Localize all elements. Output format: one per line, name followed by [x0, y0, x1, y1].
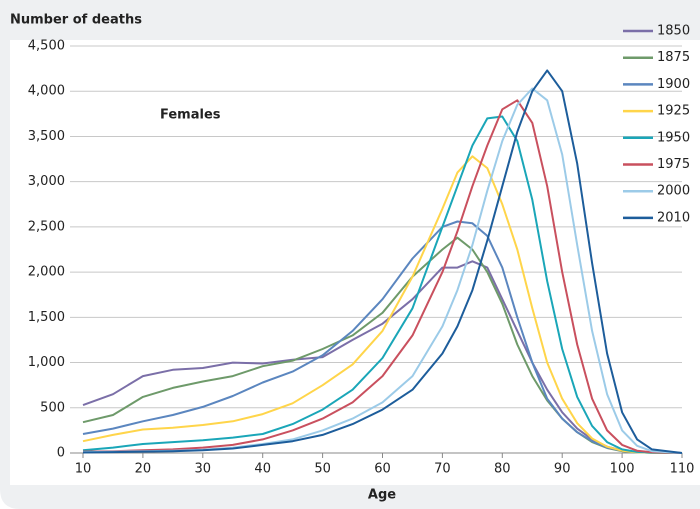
y-tick-label: 3,000	[28, 174, 65, 189]
y-tick-label: 2,500	[28, 219, 65, 234]
series-line	[82, 69, 683, 454]
legend-label: 1975	[657, 157, 690, 172]
series-line	[82, 220, 683, 454]
annotation: Females	[160, 108, 221, 123]
x-tick-label: 110	[670, 462, 695, 477]
y-tick-label: 4,000	[28, 84, 65, 99]
x-tick-label: 50	[314, 462, 331, 477]
legend-label: 1925	[657, 104, 690, 119]
x-tick-label: 100	[610, 462, 635, 477]
series-line	[82, 99, 683, 454]
y-tick-label: 0	[57, 446, 65, 461]
legend-label: 1900	[657, 77, 690, 92]
x-tick-label: 40	[254, 462, 271, 477]
x-tick-label: 10	[75, 462, 92, 477]
x-axis-label: Age	[368, 488, 396, 503]
x-tick-label: 80	[494, 462, 511, 477]
x-tick-label: 20	[135, 462, 152, 477]
legend-label: 1875	[657, 50, 690, 65]
x-tick-label: 90	[554, 462, 571, 477]
legend-label: 1850	[657, 24, 690, 39]
y-tick-label: 3,500	[28, 129, 65, 144]
series-line	[82, 115, 683, 454]
legend-label: 2010	[657, 210, 690, 225]
legend-label: 1950	[657, 130, 690, 145]
y-tick-label: 4,500	[28, 39, 65, 54]
y-tick-label: 2,000	[28, 265, 65, 280]
legend-label: 2000	[657, 184, 690, 199]
x-tick-label: 70	[434, 462, 451, 477]
x-tick-label: 60	[374, 462, 391, 477]
y-tick-label: 1,000	[28, 355, 65, 370]
x-tick-label: 30	[195, 462, 212, 477]
y-tick-label: 1,500	[28, 310, 65, 325]
y-tick-label: 500	[40, 400, 65, 415]
chart-title: Number of deaths	[10, 13, 142, 28]
